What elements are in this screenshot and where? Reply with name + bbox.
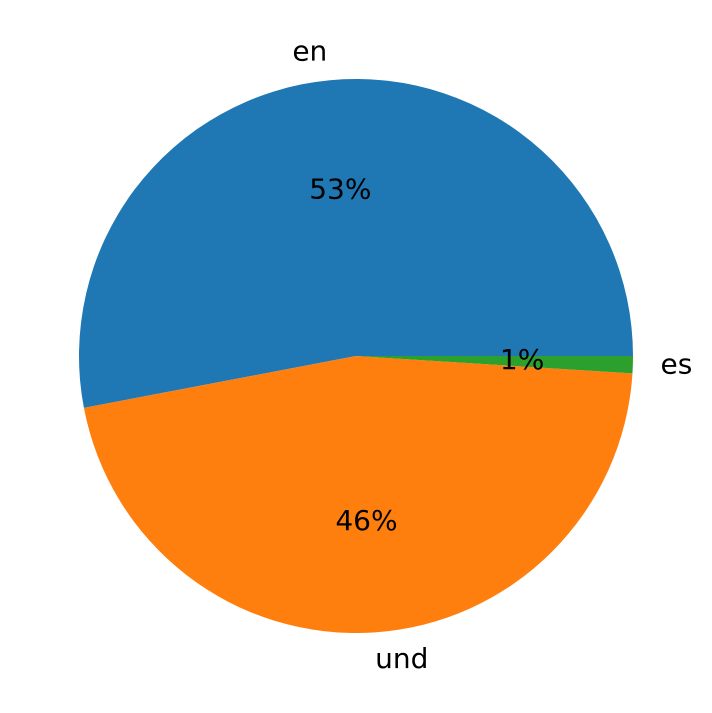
- percent-label: 53%: [309, 173, 371, 206]
- slice-label: und: [375, 642, 428, 675]
- pie-slice: [79, 78, 633, 408]
- percent-label: 46%: [335, 504, 397, 537]
- slice-label: es: [661, 348, 693, 381]
- pie-slice: [83, 356, 633, 634]
- percent-label: 1%: [500, 343, 544, 376]
- pie-slice: [356, 356, 633, 374]
- slice-label: en: [292, 35, 327, 68]
